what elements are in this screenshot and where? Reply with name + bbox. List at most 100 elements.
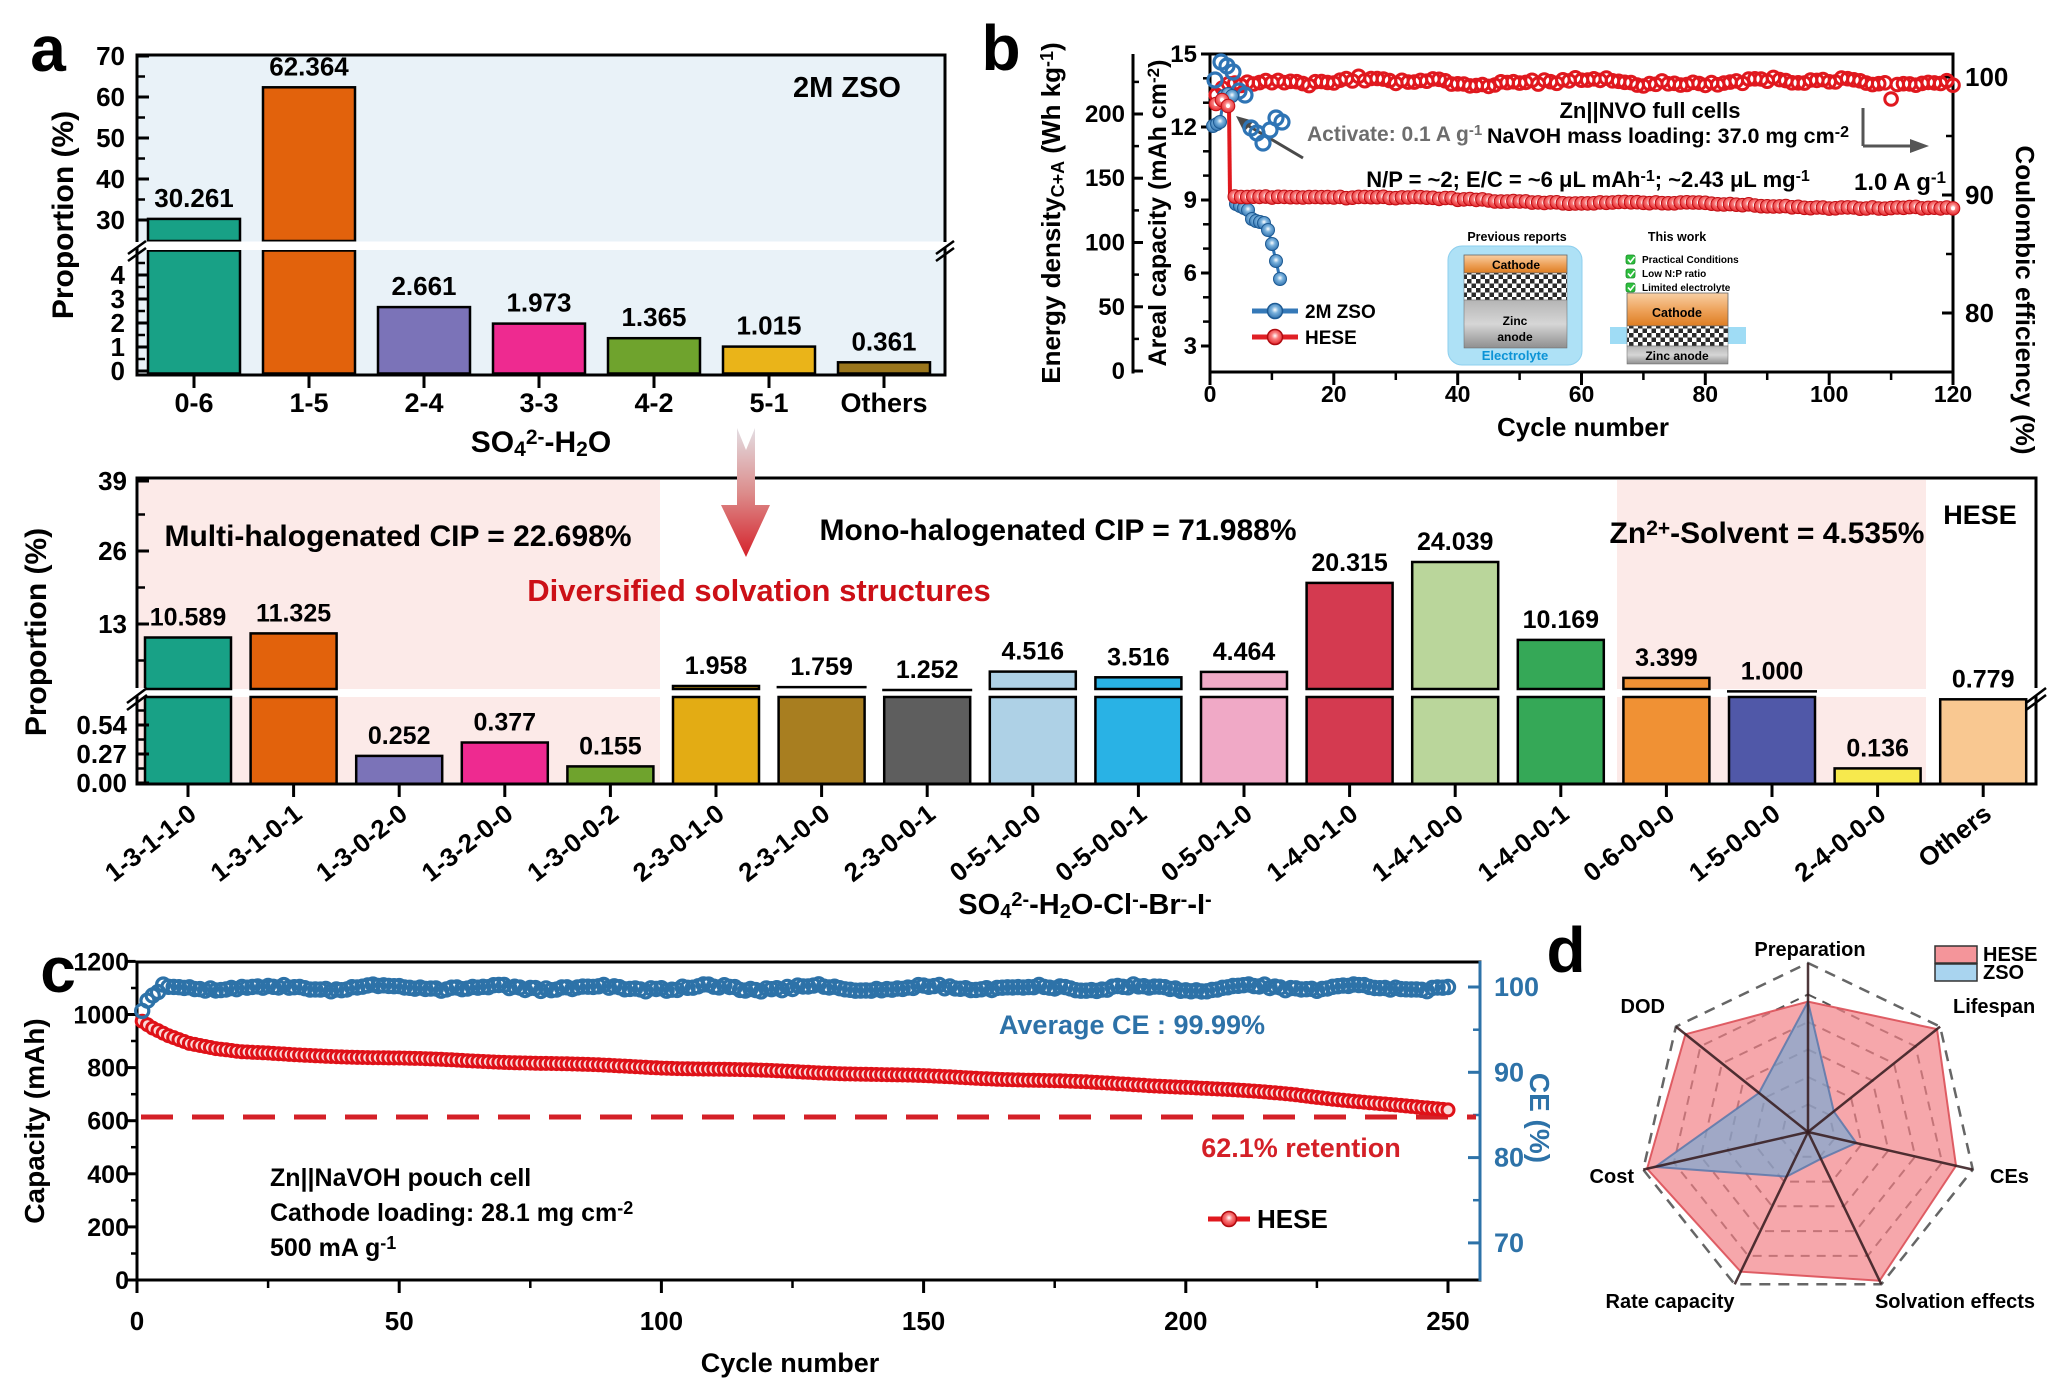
svg-text:N/P = ~2; E/C = ~6 μL mAh-1;: N/P = ~2; E/C = ~6 μL mAh-1; ~2.43 μL mg… [1366, 167, 1810, 192]
svg-text:70: 70 [1494, 1228, 1524, 1258]
svg-text:120: 120 [1934, 381, 1972, 407]
svg-text:0.361: 0.361 [851, 326, 916, 356]
svg-text:1.759: 1.759 [790, 653, 853, 681]
svg-text:150: 150 [902, 1306, 945, 1336]
svg-text:11.325: 11.325 [256, 599, 331, 627]
svg-text:This work: This work [1648, 230, 1706, 244]
svg-text:2: 2 [111, 308, 125, 338]
svg-text:250: 250 [1426, 1306, 1469, 1336]
svg-text:4.464: 4.464 [1213, 638, 1276, 666]
svg-text:12: 12 [1170, 114, 1197, 141]
svg-text:100: 100 [1810, 381, 1848, 407]
svg-text:2-3-0-0-1: 2-3-0-0-1 [838, 798, 941, 887]
svg-text:HESE: HESE [1257, 1204, 1328, 1234]
svg-text:50: 50 [96, 123, 125, 153]
svg-text:Previous reports: Previous reports [1467, 230, 1566, 244]
svg-text:1: 1 [111, 332, 125, 362]
svg-text:Diversified solvation structur: Diversified solvation structures [527, 573, 990, 608]
svg-text:2-3-1-0-0: 2-3-1-0-0 [733, 798, 836, 887]
svg-text:70: 70 [96, 41, 125, 71]
svg-text:0.155: 0.155 [579, 732, 642, 760]
svg-text:0.136: 0.136 [1846, 734, 1909, 762]
svg-text:0-5-0-1-0: 0-5-0-1-0 [1155, 798, 1258, 887]
svg-text:HESE: HESE [1943, 500, 2017, 530]
svg-text:0.252: 0.252 [368, 722, 431, 750]
svg-text:3: 3 [111, 284, 125, 314]
svg-text:1.973: 1.973 [506, 288, 571, 318]
svg-text:0-6: 0-6 [174, 388, 213, 418]
svg-text:Proportion (%): Proportion (%) [20, 528, 53, 736]
svg-text:20.315: 20.315 [1311, 549, 1388, 577]
svg-text:0.779: 0.779 [1952, 665, 2015, 693]
svg-text:1.0 A g-1: 1.0 A g-1 [1854, 168, 1946, 196]
svg-text:1-5-0-0-0: 1-5-0-0-0 [1683, 798, 1786, 887]
svg-text:13: 13 [98, 609, 127, 639]
svg-text:a: a [30, 13, 66, 85]
svg-text:Others: Others [840, 388, 927, 418]
svg-text:Cathode: Cathode [1652, 306, 1702, 320]
svg-text:Zinc: Zinc [1503, 314, 1528, 328]
svg-text:1-4-1-0-0: 1-4-1-0-0 [1366, 798, 1469, 887]
svg-text:Zinc anode: Zinc anode [1645, 349, 1709, 363]
svg-text:60: 60 [96, 82, 125, 112]
svg-text:200: 200 [1164, 1306, 1207, 1336]
svg-text:HESE: HESE [1305, 328, 1357, 349]
svg-text:Areal capacity (mAh cm-2): Areal capacity (mAh cm-2) [1144, 60, 1172, 367]
svg-text:0.54: 0.54 [76, 710, 127, 740]
svg-text:0: 0 [115, 1267, 129, 1295]
svg-text:SO42--H2O: SO42--H2O [471, 426, 611, 462]
svg-text:Cycle number: Cycle number [1497, 412, 1669, 442]
svg-text:1-4-0-1-0: 1-4-0-1-0 [1261, 798, 1364, 887]
svg-text:Zn||NVO full cells: Zn||NVO full cells [1559, 98, 1740, 123]
svg-text:1-4-0-0-1: 1-4-0-0-1 [1472, 798, 1575, 887]
svg-text:Solvation effects: Solvation effects [1875, 1291, 2035, 1313]
svg-text:10.589: 10.589 [150, 604, 226, 632]
svg-text:1.252: 1.252 [896, 656, 959, 684]
svg-text:HESE: HESE [1983, 944, 2037, 966]
svg-text:24.039: 24.039 [1417, 528, 1493, 556]
svg-text:10.169: 10.169 [1523, 606, 1599, 634]
svg-text:NaVOH mass loading: 37.0 mg cm: NaVOH mass loading: 37.0 mg cm-2 [1487, 124, 1849, 148]
svg-text:Lifespan: Lifespan [1953, 996, 2035, 1018]
svg-text:Multi-halogenated CIP = 22.698: Multi-halogenated CIP = 22.698% [164, 520, 631, 553]
svg-text:0.377: 0.377 [474, 709, 537, 737]
svg-text:Rate capacity: Rate capacity [1606, 1291, 1736, 1313]
svg-text:1-3-1-1-0: 1-3-1-1-0 [99, 798, 202, 887]
svg-text:200: 200 [1085, 101, 1125, 128]
svg-text:2-4: 2-4 [404, 388, 443, 418]
svg-text:Low N:P ratio: Low N:P ratio [1642, 269, 1706, 280]
svg-text:Others: Others [1912, 798, 1997, 873]
svg-text:26: 26 [98, 536, 127, 566]
svg-text:1-3-1-0-1: 1-3-1-0-1 [205, 798, 308, 887]
svg-text:20: 20 [1321, 381, 1347, 407]
svg-text:800: 800 [87, 1055, 129, 1083]
svg-text:3: 3 [1184, 333, 1197, 360]
svg-text:Capacity (mAh): Capacity (mAh) [19, 1018, 50, 1223]
svg-text:Electrolyte: Electrolyte [1482, 348, 1548, 363]
svg-text:0: 0 [130, 1306, 144, 1336]
svg-text:0-5-0-0-1: 0-5-0-0-1 [1049, 798, 1152, 887]
svg-text:0: 0 [1112, 358, 1125, 385]
svg-text:1.365: 1.365 [621, 302, 686, 332]
svg-text:2M ZSO: 2M ZSO [793, 72, 901, 104]
svg-text:Activate: 0.1 A g-1: Activate: 0.1 A g-1 [1307, 122, 1482, 146]
svg-text:SO42--H2O-Cl--Br--I-: SO42--H2O-Cl--Br--I- [958, 889, 1211, 923]
svg-text:5-1: 5-1 [749, 388, 788, 418]
svg-text:1-3-0-0-2: 1-3-0-0-2 [521, 798, 624, 887]
svg-text:39: 39 [98, 466, 127, 496]
svg-text:Zn||NaVOH pouch cell: Zn||NaVOH pouch cell [270, 1164, 531, 1192]
svg-text:100: 100 [1965, 62, 2008, 92]
svg-text:d: d [1546, 914, 1585, 986]
svg-text:Practical Conditions: Practical Conditions [1642, 255, 1739, 266]
svg-text:150: 150 [1085, 165, 1125, 192]
svg-text:Cost: Cost [1590, 1166, 1635, 1188]
svg-text:0.27: 0.27 [76, 739, 127, 769]
svg-text:Energy densityC+A (Wh kg-1): Energy densityC+A (Wh kg-1) [1036, 42, 1068, 383]
svg-text:15: 15 [1170, 41, 1197, 68]
svg-text:0.00: 0.00 [76, 768, 127, 798]
svg-text:anode: anode [1497, 330, 1533, 344]
svg-text:1-3-2-0-0: 1-3-2-0-0 [416, 798, 519, 887]
svg-text:40: 40 [1445, 381, 1471, 407]
svg-text:4: 4 [111, 260, 126, 290]
svg-text:60: 60 [1569, 381, 1595, 407]
